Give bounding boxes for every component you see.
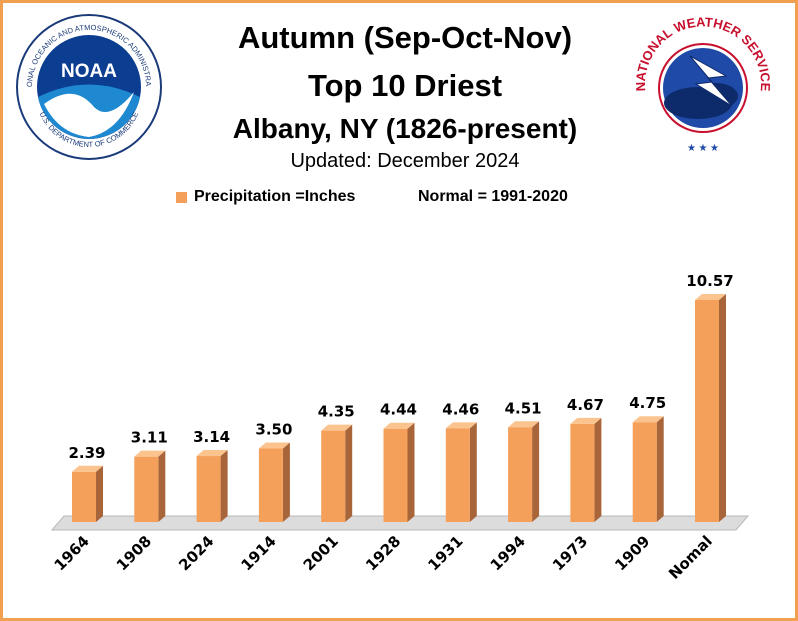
bar-1964 (72, 471, 96, 522)
bar-top-2001 (321, 424, 353, 431)
chart-title-season: Autumn (Sep-Oct-Nov) (237, 20, 573, 55)
bar-top-1931 (445, 422, 477, 429)
chart-subtitle-updated: Updated: December 2024 (290, 150, 520, 172)
bar-side-1994 (532, 421, 540, 522)
bar-side-1908 (158, 450, 166, 522)
bar-side-1964 (96, 465, 103, 522)
bar-value-label: 4.35 (318, 403, 355, 421)
bar-top-1928 (383, 422, 415, 429)
bar-top-1914 (258, 442, 290, 449)
bar-value-label: 2.39 (68, 444, 105, 462)
x-tick-label: 2001 (300, 532, 342, 574)
chart-legend: Precipitation =Inches Normal = 1991-2020 (176, 186, 616, 210)
x-tick-label: 1914 (237, 532, 279, 574)
bar-value-label: 10.57 (686, 272, 733, 290)
bar-top-1973 (570, 417, 602, 424)
bar-top-1908 (134, 450, 166, 457)
bar-Nomal (695, 300, 719, 522)
chart-title-location: Albany, NY (1826-present) (232, 113, 578, 144)
legend-normal-label: Normal = 1991-2020 (418, 188, 568, 205)
bar-1931 (445, 428, 470, 522)
bar-value-label: 3.50 (255, 420, 292, 438)
bar-1909 (632, 422, 657, 522)
bar-side-1973 (594, 417, 602, 522)
x-tick-label: 2024 (175, 532, 217, 574)
bar-side-1931 (469, 422, 477, 522)
bar-top-1964 (72, 465, 103, 472)
bar-top-1909 (632, 416, 664, 423)
bar-top-1994 (508, 421, 540, 428)
x-tick-label: 1964 (51, 532, 93, 574)
x-tick-label: 1909 (611, 532, 653, 574)
bar-1928 (383, 428, 408, 522)
legend-series-label: Precipitation =Inches (194, 188, 356, 205)
bar-top-Nomal (695, 294, 726, 300)
bar-side-1914 (282, 442, 290, 522)
bar-value-label: 4.75 (629, 394, 666, 412)
nws-stars-icon: ★ ★ ★ (687, 143, 719, 154)
x-tick-label: Nomal (665, 532, 716, 583)
chart-title-ranking: Top 10 Driest (307, 68, 503, 103)
bar-side-2024 (220, 450, 228, 522)
bar-side-Nomal (719, 294, 726, 522)
bar-2024 (196, 456, 221, 522)
x-tick-label: 1928 (362, 532, 404, 574)
bar-1914 (258, 448, 283, 522)
bar-2001 (321, 430, 346, 522)
x-tick-label: 1931 (424, 532, 466, 574)
bar-value-label: 4.51 (505, 399, 542, 417)
bar-side-1909 (656, 416, 664, 522)
nws-logo-icon: NATIONAL WEATHER SERVICE ★ ★ ★ (633, 14, 773, 154)
noaa-logo-text: NOAA (61, 61, 117, 82)
bar-1994 (508, 427, 533, 522)
x-tick-label: 1908 (113, 532, 155, 574)
x-tick-label: 1994 (487, 532, 529, 574)
bar-value-label: 3.11 (131, 429, 168, 447)
bar-1908 (134, 456, 159, 522)
bar-side-2001 (345, 424, 353, 522)
bar-value-label: 4.67 (567, 396, 604, 414)
bar-1973 (570, 423, 595, 522)
bar-value-label: 4.44 (380, 401, 417, 419)
legend-swatch (176, 192, 187, 203)
bar-side-1928 (407, 422, 415, 522)
noaa-logo-icon: NOAA NATIONAL OCEANIC AND ATMOSPHERIC AD… (14, 12, 162, 160)
bar-top-2024 (196, 450, 228, 457)
bar-value-label: 4.46 (442, 400, 479, 418)
bar-value-label: 3.14 (193, 428, 230, 446)
x-tick-label: 1973 (549, 532, 591, 574)
